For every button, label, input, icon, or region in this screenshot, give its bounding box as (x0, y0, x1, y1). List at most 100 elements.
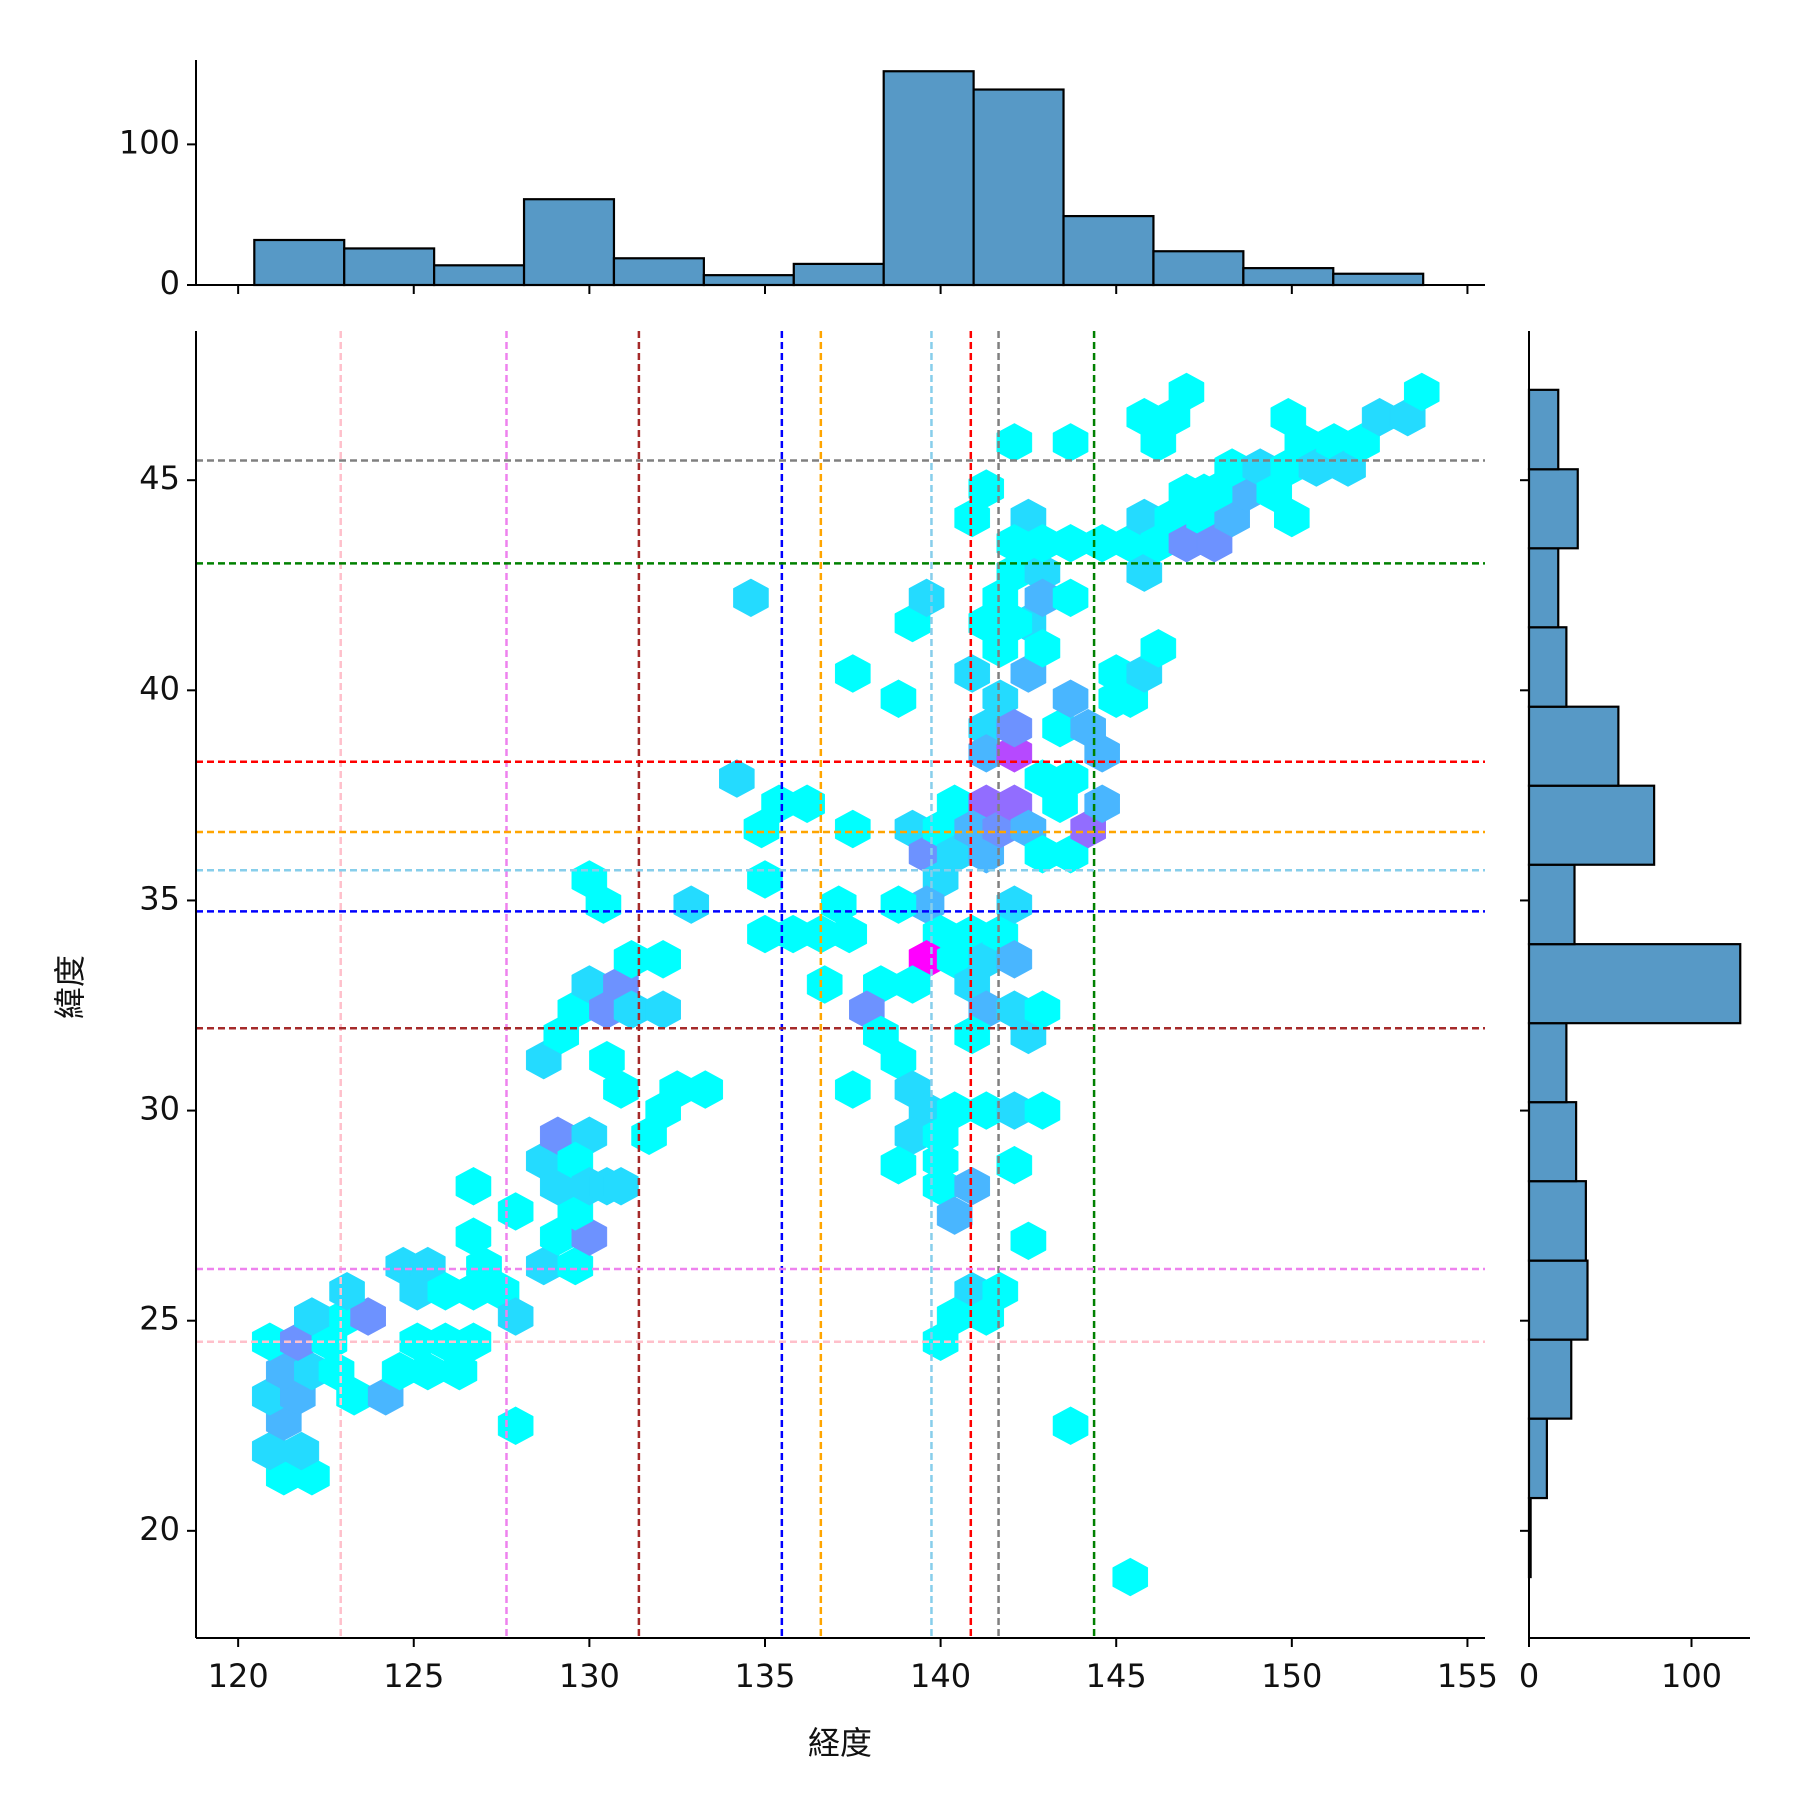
hexbin-cell (1024, 1091, 1061, 1130)
histogram-bar (1152, 250, 1245, 287)
hexbin-cell (585, 885, 622, 924)
histogram-bar (882, 70, 975, 287)
x-tick-label: 135 (734, 1657, 795, 1695)
hexbin-cell (789, 784, 825, 824)
x-tick-label: 150 (1261, 1657, 1322, 1695)
hexbin-cell (1052, 578, 1089, 618)
hexbin-cell (880, 679, 917, 718)
histogram-bar (1527, 1338, 1573, 1420)
hexbin-cell (1042, 784, 1078, 824)
hexbin-cell (497, 1192, 534, 1231)
hexbin-cell (557, 1246, 594, 1286)
hexbin-cell (283, 1431, 320, 1471)
histogram-bar (792, 262, 885, 287)
hexbin-cell (806, 965, 843, 1004)
hexbin-cell (996, 423, 1033, 462)
hexbin-cell (1168, 372, 1205, 412)
hexbin-cell (1274, 498, 1310, 538)
histogram-bar (1527, 1101, 1578, 1183)
histogram-bar (612, 257, 705, 287)
y-tick-label: 45 (139, 459, 180, 497)
y-tick-label: 40 (139, 669, 180, 707)
histogram-bar (1527, 1259, 1589, 1341)
histogram-bar (1527, 705, 1620, 787)
hexbin-cell (455, 1217, 492, 1256)
top-hist-y-tick-label: 100 (119, 123, 180, 161)
hexbin-cell (954, 1167, 991, 1206)
hexbin-cell (1270, 397, 1307, 437)
histogram-bar (1242, 267, 1335, 287)
hexbin-cell (908, 578, 945, 618)
y-axis-label: 緯度 (51, 955, 89, 1019)
x-tick-label: 125 (383, 1657, 444, 1695)
hexbin-cell (733, 578, 769, 618)
hexbin-cell (455, 1167, 492, 1206)
top-hist-y-tick-label: 0 (160, 264, 180, 302)
y-tick-label: 25 (139, 1300, 180, 1338)
histogram-bar (522, 198, 616, 287)
hexbin-cell (687, 1070, 724, 1109)
histogram-bar (1527, 943, 1742, 1025)
hexbin-cell (1024, 629, 1061, 668)
hexbin-cell (996, 708, 1033, 748)
hexbin-cell (1052, 1406, 1089, 1445)
hexbin-cell (996, 940, 1033, 979)
hexbin-cell (1052, 524, 1089, 563)
hexbin-cell (954, 654, 991, 693)
histogram-bar (1527, 863, 1576, 946)
x-tick-label: 145 (1086, 1657, 1147, 1695)
hexbin-cell (441, 1351, 478, 1391)
y-tick-label: 20 (139, 1510, 180, 1548)
histogram-bar (702, 274, 795, 287)
hexbin-cell (954, 1015, 991, 1055)
right-hist-x-tick-label: 100 (1661, 1657, 1722, 1695)
hexbin-cell (1024, 990, 1061, 1029)
histogram-bar (1332, 272, 1425, 287)
histogram-bar (1527, 784, 1656, 866)
hexbin-cell (645, 940, 681, 979)
histogram-bar (1527, 1022, 1568, 1104)
hexbin-cell (329, 1272, 365, 1311)
hexbin-cell (834, 654, 871, 693)
hexbin-cell (1070, 708, 1106, 748)
hexbin-cell (1052, 679, 1089, 718)
hexbin-cell (497, 1406, 534, 1445)
hexbin-cell (880, 885, 917, 924)
histogram-bar (343, 247, 436, 287)
hexbin-cell (831, 914, 868, 954)
hexbin-cell (673, 885, 710, 924)
histogram-bar (1527, 468, 1579, 550)
hexbin-cell (936, 1196, 973, 1235)
histogram-bar (433, 264, 526, 287)
hexbin-cell (1112, 1557, 1149, 1597)
hexbin-cell (954, 498, 991, 538)
hexbin-cell (719, 759, 755, 798)
x-tick-label: 120 (208, 1657, 269, 1695)
histogram-bar (1527, 626, 1568, 708)
hexbin-cell (1010, 1221, 1047, 1261)
hexbin-cell (1403, 372, 1440, 412)
histogram-bar (972, 88, 1065, 287)
hexbin-cell (747, 860, 783, 899)
histogram-bar (1527, 1417, 1548, 1500)
histogram-bar (1527, 1180, 1587, 1262)
hexbin-cell (996, 1145, 1033, 1185)
hexbin-cell (1140, 629, 1177, 668)
y-tick-label: 35 (139, 879, 180, 917)
x-tick-label: 155 (1437, 1657, 1498, 1695)
hexbin-cell (645, 990, 681, 1029)
x-tick-label: 130 (559, 1657, 620, 1695)
hexbin-cell (880, 1145, 917, 1185)
histogram-bar (253, 238, 346, 287)
hexbin-cell (996, 885, 1033, 924)
hexbin-cell (968, 1297, 1005, 1336)
hexbin-cell (834, 809, 871, 849)
hexbin-cell (1052, 423, 1089, 462)
hexbin-cell (603, 1167, 639, 1206)
y-tick-label: 30 (139, 1090, 180, 1128)
x-tick-label: 140 (910, 1657, 971, 1695)
right-hist-x-tick-label: 0 (1519, 1657, 1539, 1695)
x-axis-label: 経度 (808, 1724, 872, 1762)
histogram-bar (1527, 547, 1560, 629)
